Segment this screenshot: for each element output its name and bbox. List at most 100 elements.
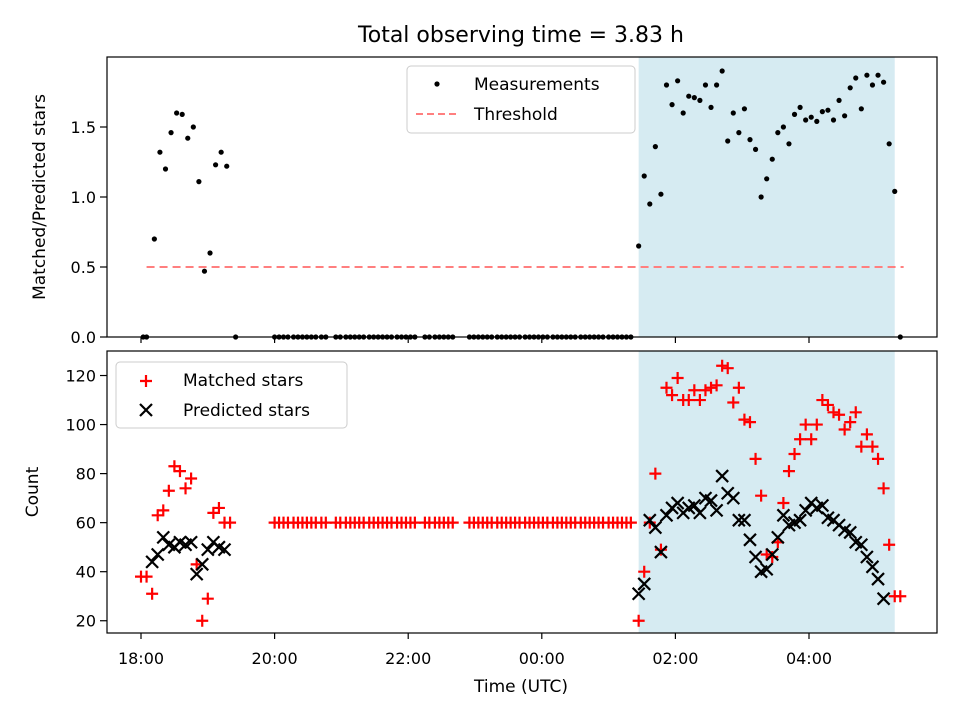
measurements-legend-marker <box>434 81 440 87</box>
measurement-point <box>190 124 196 130</box>
matched-star-point <box>162 484 175 497</box>
matched-star-point <box>777 497 790 510</box>
matched-star-point <box>632 614 645 627</box>
predicted-star-point <box>217 542 232 557</box>
predicted-star-point <box>631 586 646 601</box>
count-panel-ticks: 20 40 60 80 100 120 <box>65 367 810 639</box>
measurement-point <box>658 191 664 197</box>
y-tick-label: 1.0 <box>71 188 96 207</box>
y-tick-label: 0.0 <box>71 328 96 347</box>
matched-star-point <box>794 433 807 446</box>
threshold-legend-label: Threshold <box>473 105 558 125</box>
ratio-panel: 0.0 0.5 1.0 1.5 Matched/Predicted stars Mea… <box>30 56 938 347</box>
measurement-point <box>747 137 753 143</box>
y-tick-label: 0.5 <box>71 258 96 277</box>
matched-star-point <box>688 384 701 397</box>
measurement-point <box>808 114 814 120</box>
count-panel-frame <box>106 350 938 634</box>
predicted-star-point <box>704 493 718 508</box>
matched-star-point <box>799 418 812 431</box>
measurement-point <box>719 68 725 74</box>
matched-star-point <box>749 452 762 465</box>
measurement-point <box>201 268 208 274</box>
predicted-star-point <box>659 508 674 523</box>
predicted-star-point <box>743 533 757 547</box>
measurement-point <box>836 97 842 103</box>
matched-star-point <box>855 440 868 453</box>
measurement-point <box>218 149 224 155</box>
predicted-star-point <box>748 550 763 564</box>
y-tick-label: 120 <box>65 367 96 386</box>
observing-window-band <box>638 57 895 337</box>
measurement-point <box>875 72 881 78</box>
matched-star-point <box>872 452 885 465</box>
ratio-axis-label: Matched/Predicted stars <box>30 94 50 300</box>
measurement-point <box>725 138 731 144</box>
matched-star-point <box>190 558 203 571</box>
predicted-star-point <box>709 503 724 518</box>
measurement-point <box>736 130 742 136</box>
matched-legend-label: Matched stars <box>183 371 303 391</box>
measurement-point <box>892 188 898 194</box>
predicted-star-point <box>759 562 774 577</box>
ratio-panel-ticks: 0.0 0.5 1.0 1.5 <box>71 118 810 347</box>
measurement-point <box>691 95 697 101</box>
matched-star-point <box>173 465 186 478</box>
matched-star-point <box>721 362 734 375</box>
measurements-legend-label: Measurements <box>474 75 600 95</box>
matched-star-point <box>624 516 637 529</box>
measurement-point <box>702 82 709 88</box>
predicted-star-point <box>637 577 652 591</box>
measurement-point <box>708 104 714 110</box>
matched-star-point <box>201 592 214 605</box>
matched-star-point <box>894 590 907 603</box>
matched-star-point <box>705 381 718 394</box>
matched-star-point <box>833 408 846 421</box>
predicted-star-point <box>715 469 729 483</box>
predicted-star-point <box>793 513 807 527</box>
measurement-point <box>179 111 185 117</box>
matched-star-point <box>179 482 192 495</box>
predicted-star-point <box>765 547 780 562</box>
matched-star-point <box>883 538 896 551</box>
predicted-star-point <box>643 513 657 527</box>
matched-star-point <box>821 398 834 411</box>
matched-star-point <box>782 465 795 478</box>
measurement-point <box>168 130 174 136</box>
matched-star-point <box>638 565 651 578</box>
matched-star-point <box>196 614 209 627</box>
measurement-point <box>680 110 686 116</box>
x-tick-label: 20:00 <box>252 649 298 668</box>
matched-star-point <box>877 482 890 495</box>
matched-star-point <box>140 570 153 583</box>
y-tick-label: 100 <box>65 416 96 435</box>
matched-star-point <box>743 416 756 429</box>
matched-star-point <box>738 413 751 426</box>
measurement-point <box>864 72 870 78</box>
x-tick-label: 18:00 <box>118 649 164 668</box>
measurement-point <box>196 179 202 185</box>
measurement-point <box>647 201 653 207</box>
matched-star-point <box>860 428 873 441</box>
predicted-star-point <box>195 557 210 572</box>
measurement-point <box>819 109 825 115</box>
measurement-point <box>814 118 820 124</box>
matched-star-point <box>755 489 768 502</box>
matched-star-point <box>224 516 237 529</box>
matched-star-point <box>649 467 662 480</box>
measurement-point <box>652 144 658 150</box>
observing-window-band <box>638 351 895 633</box>
ratio-legend: Measurements Threshold <box>406 65 636 134</box>
matched-star-point <box>212 501 225 514</box>
measurement-point <box>842 113 848 119</box>
predicted-star-point <box>843 525 857 540</box>
x-axis-tick-labels: 18:00 20:00 22:00 00:00 02:00 04:00 <box>118 649 832 668</box>
predicted-star-point <box>737 513 752 527</box>
measurement-point <box>697 97 703 103</box>
predicted-star-point <box>726 491 741 505</box>
measurement-point <box>797 104 803 110</box>
matched-star-point <box>671 371 684 384</box>
count-legend: Matched stars Predicted stars <box>115 361 348 429</box>
measurement-point <box>869 82 876 88</box>
